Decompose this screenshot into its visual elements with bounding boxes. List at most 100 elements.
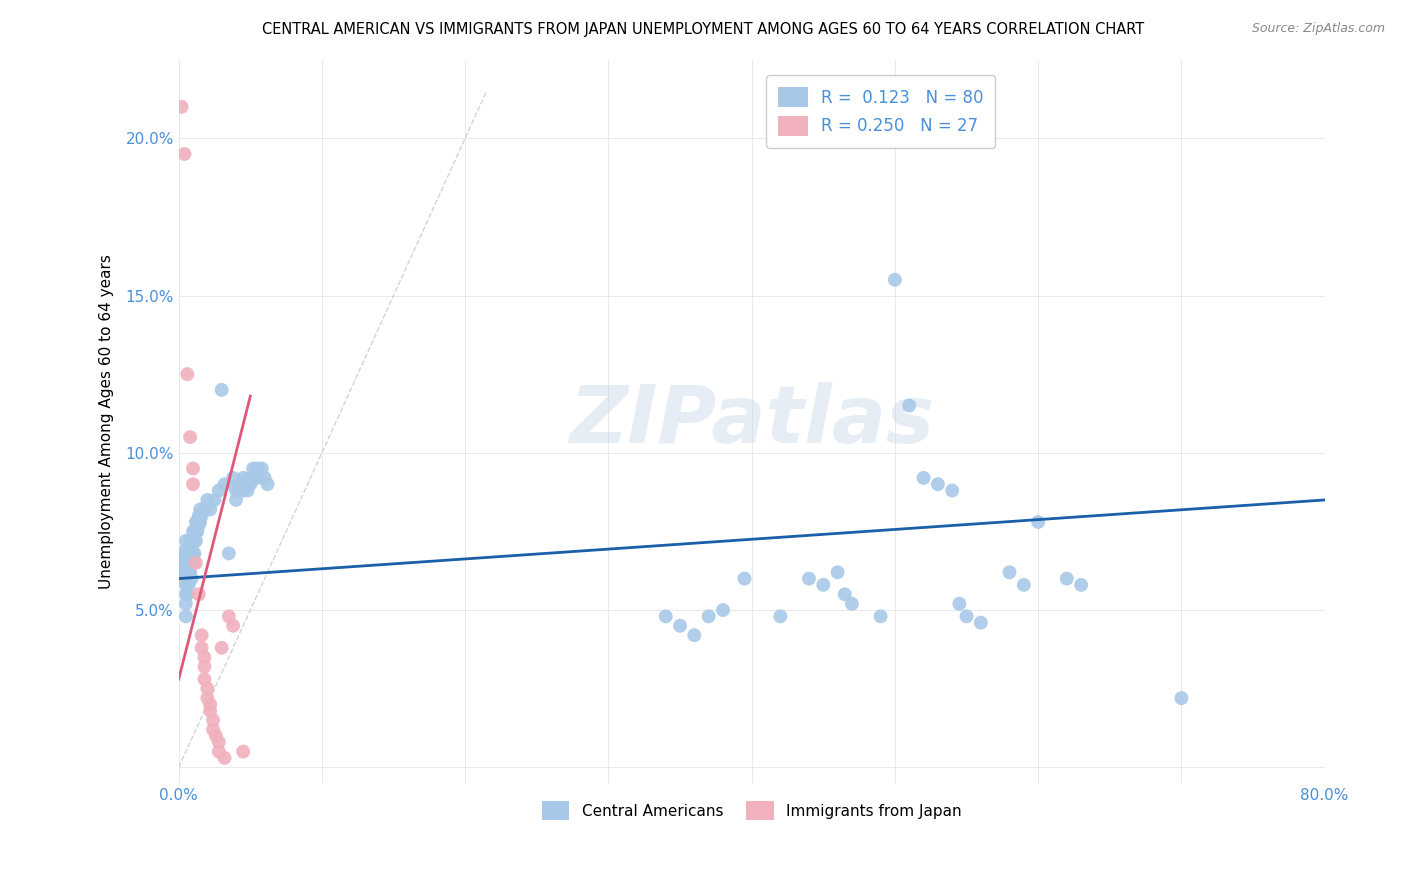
- Point: [174, 566, 197, 580]
- Point: [912, 471, 935, 485]
- Point: [208, 483, 231, 498]
- Point: [204, 492, 226, 507]
- Point: [232, 745, 254, 759]
- Point: [834, 587, 856, 601]
- Point: [177, 556, 200, 570]
- Point: [187, 508, 209, 523]
- Point: [202, 713, 225, 727]
- Point: [177, 578, 200, 592]
- Point: [190, 508, 212, 523]
- Point: [205, 729, 228, 743]
- Point: [193, 650, 215, 665]
- Point: [236, 477, 259, 491]
- Point: [181, 461, 204, 475]
- Point: [214, 477, 236, 491]
- Point: [734, 572, 756, 586]
- Point: [176, 572, 198, 586]
- Point: [697, 609, 720, 624]
- Point: [195, 691, 218, 706]
- Point: [184, 556, 207, 570]
- Point: [184, 524, 207, 539]
- Point: [841, 597, 863, 611]
- Point: [174, 578, 197, 592]
- Point: [176, 367, 198, 381]
- Point: [176, 556, 198, 570]
- Point: [239, 471, 262, 485]
- Point: [181, 477, 204, 491]
- Point: [180, 572, 202, 586]
- Point: [180, 540, 202, 554]
- Point: [222, 471, 245, 485]
- Point: [190, 640, 212, 655]
- Point: [669, 619, 692, 633]
- Text: CENTRAL AMERICAN VS IMMIGRANTS FROM JAPAN UNEMPLOYMENT AMONG AGES 60 TO 64 YEARS: CENTRAL AMERICAN VS IMMIGRANTS FROM JAPA…: [262, 22, 1144, 37]
- Point: [186, 524, 208, 539]
- Point: [1026, 515, 1049, 529]
- Point: [170, 546, 193, 560]
- Point: [177, 566, 200, 580]
- Point: [246, 471, 269, 485]
- Point: [1070, 578, 1092, 592]
- Point: [173, 566, 195, 580]
- Point: [183, 524, 205, 539]
- Point: [174, 597, 197, 611]
- Point: [174, 556, 197, 570]
- Point: [998, 566, 1021, 580]
- Point: [190, 628, 212, 642]
- Point: [200, 698, 222, 712]
- Point: [179, 430, 201, 444]
- Point: [869, 609, 891, 624]
- Point: [186, 515, 208, 529]
- Point: [174, 609, 197, 624]
- Point: [242, 471, 264, 485]
- Point: [211, 383, 233, 397]
- Point: [256, 477, 278, 491]
- Point: [202, 723, 225, 737]
- Point: [181, 556, 204, 570]
- Point: [177, 546, 200, 560]
- Point: [174, 546, 197, 560]
- Point: [232, 477, 254, 491]
- Text: Source: ZipAtlas.com: Source: ZipAtlas.com: [1251, 22, 1385, 36]
- Point: [188, 502, 211, 516]
- Point: [184, 533, 207, 548]
- Point: [654, 609, 676, 624]
- Point: [173, 572, 195, 586]
- Y-axis label: Unemployment Among Ages 60 to 64 years: Unemployment Among Ages 60 to 64 years: [100, 254, 114, 589]
- Point: [181, 546, 204, 560]
- Point: [253, 471, 276, 485]
- Point: [239, 477, 262, 491]
- Point: [183, 533, 205, 548]
- Point: [218, 609, 240, 624]
- Point: [711, 603, 734, 617]
- Point: [176, 540, 198, 554]
- Point: [813, 578, 835, 592]
- Point: [225, 492, 247, 507]
- Point: [208, 735, 231, 749]
- Point: [174, 533, 197, 548]
- Point: [214, 751, 236, 765]
- Point: [228, 483, 250, 498]
- Point: [184, 515, 207, 529]
- Point: [170, 100, 193, 114]
- Point: [941, 483, 963, 498]
- Point: [225, 483, 247, 498]
- Point: [218, 546, 240, 560]
- Point: [211, 640, 233, 655]
- Point: [172, 556, 194, 570]
- Point: [176, 587, 198, 601]
- Point: [200, 704, 222, 718]
- Point: [180, 556, 202, 570]
- Text: ZIPatlas: ZIPatlas: [569, 383, 934, 460]
- Point: [236, 483, 259, 498]
- Point: [827, 566, 849, 580]
- Point: [179, 546, 201, 560]
- Point: [1170, 691, 1192, 706]
- Point: [179, 566, 201, 580]
- Point: [181, 533, 204, 548]
- Point: [242, 461, 264, 475]
- Point: [232, 471, 254, 485]
- Point: [222, 619, 245, 633]
- Point: [193, 672, 215, 686]
- Point: [955, 609, 977, 624]
